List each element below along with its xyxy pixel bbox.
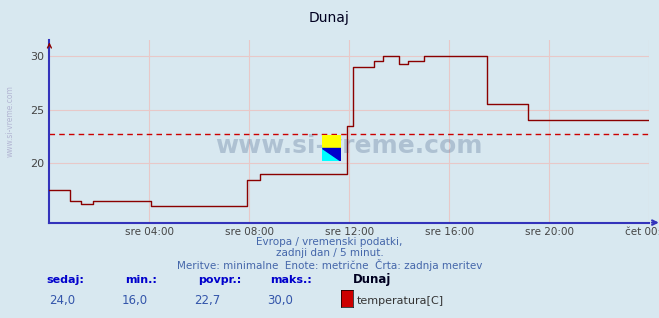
- Text: min.:: min.:: [125, 275, 157, 285]
- Text: povpr.:: povpr.:: [198, 275, 241, 285]
- Polygon shape: [322, 148, 341, 161]
- Text: sedaj:: sedaj:: [46, 275, 84, 285]
- Text: Evropa / vremenski podatki,: Evropa / vremenski podatki,: [256, 237, 403, 247]
- Text: Dunaj: Dunaj: [353, 273, 391, 286]
- Text: Dunaj: Dunaj: [309, 11, 350, 25]
- Text: 24,0: 24,0: [49, 294, 76, 307]
- Text: zadnji dan / 5 minut.: zadnji dan / 5 minut.: [275, 248, 384, 258]
- Text: temperatura[C]: temperatura[C]: [357, 296, 444, 306]
- Text: 30,0: 30,0: [267, 294, 293, 307]
- Text: www.si-vreme.com: www.si-vreme.com: [5, 85, 14, 157]
- Bar: [322, 135, 341, 148]
- Text: www.si-vreme.com: www.si-vreme.com: [215, 134, 483, 158]
- Polygon shape: [322, 148, 341, 161]
- Text: 22,7: 22,7: [194, 294, 221, 307]
- Text: 16,0: 16,0: [122, 294, 148, 307]
- Text: maks.:: maks.:: [270, 275, 312, 285]
- Text: Meritve: minimalne  Enote: metrične  Črta: zadnja meritev: Meritve: minimalne Enote: metrične Črta:…: [177, 259, 482, 271]
